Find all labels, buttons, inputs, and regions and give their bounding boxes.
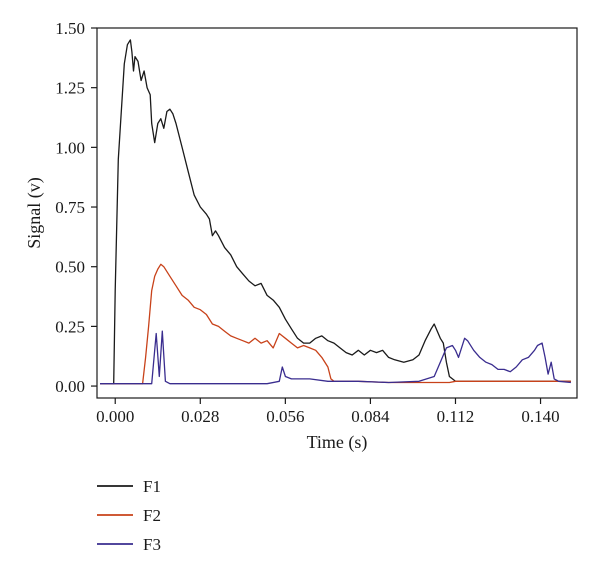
x-axis: 0.000 0.028 0.056 0.084 0.112 0.140	[96, 398, 560, 426]
legend: F1 F2 F3	[97, 477, 161, 554]
y-tick-label: 1.00	[55, 138, 85, 157]
plot-frame	[96, 27, 578, 399]
y-tick-label: 1.50	[55, 19, 85, 38]
legend-label-f3: F3	[143, 535, 161, 554]
series-line-f2	[100, 263, 571, 385]
x-tick-label: 0.140	[521, 407, 559, 426]
y-axis-title: Signal (v)	[24, 177, 45, 249]
x-axis-title: Time (s)	[307, 432, 368, 453]
x-tick-label: 0.056	[266, 407, 304, 426]
y-axis: 0.00 0.25 0.50 0.75 1.00 1.25 1.50	[55, 19, 97, 396]
y-tick-label: 0.50	[55, 258, 85, 277]
series-line-f1	[100, 39, 571, 385]
y-tick-label: 0.75	[55, 198, 85, 217]
x-tick-label: 0.000	[96, 407, 134, 426]
series-group	[100, 39, 571, 385]
x-tick-label: 0.084	[351, 407, 390, 426]
y-tick-label: 1.25	[55, 79, 85, 98]
x-tick-label: 0.112	[437, 407, 475, 426]
legend-label-f2: F2	[143, 506, 161, 525]
x-tick-label: 0.028	[181, 407, 219, 426]
series-line-f3	[100, 330, 571, 385]
y-tick-label: 0.00	[55, 377, 85, 396]
y-tick-label: 0.25	[55, 317, 85, 336]
legend-label-f1: F1	[143, 477, 161, 496]
